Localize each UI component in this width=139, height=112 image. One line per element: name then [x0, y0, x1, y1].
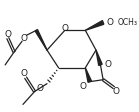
Text: O: O — [107, 18, 114, 27]
Text: O: O — [20, 34, 27, 43]
Polygon shape — [85, 21, 104, 30]
Polygon shape — [96, 50, 102, 66]
Text: O: O — [20, 69, 27, 78]
Text: OCH₃: OCH₃ — [117, 18, 137, 27]
Text: O: O — [79, 82, 86, 91]
Polygon shape — [85, 68, 91, 82]
Text: O: O — [61, 24, 68, 33]
Text: O: O — [4, 30, 11, 39]
Text: O: O — [36, 84, 44, 93]
Text: O: O — [105, 60, 112, 69]
Polygon shape — [35, 30, 47, 50]
Text: O: O — [112, 87, 119, 96]
